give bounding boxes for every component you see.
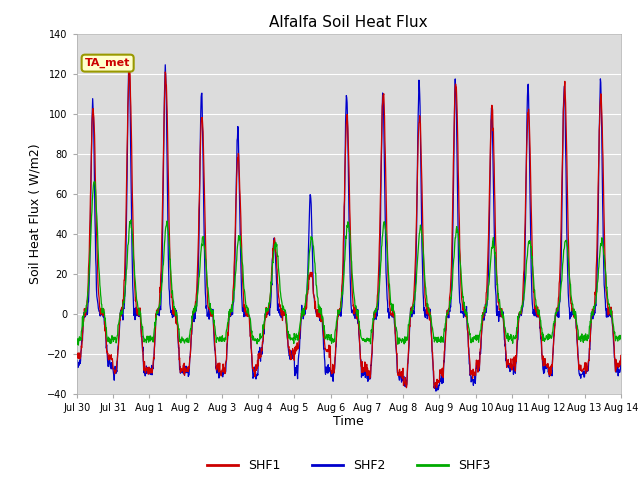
X-axis label: Time: Time bbox=[333, 415, 364, 429]
Y-axis label: Soil Heat Flux ( W/m2): Soil Heat Flux ( W/m2) bbox=[29, 144, 42, 284]
Legend: SHF1, SHF2, SHF3: SHF1, SHF2, SHF3 bbox=[202, 455, 495, 477]
Text: TA_met: TA_met bbox=[85, 58, 131, 68]
Title: Alfalfa Soil Heat Flux: Alfalfa Soil Heat Flux bbox=[269, 15, 428, 30]
